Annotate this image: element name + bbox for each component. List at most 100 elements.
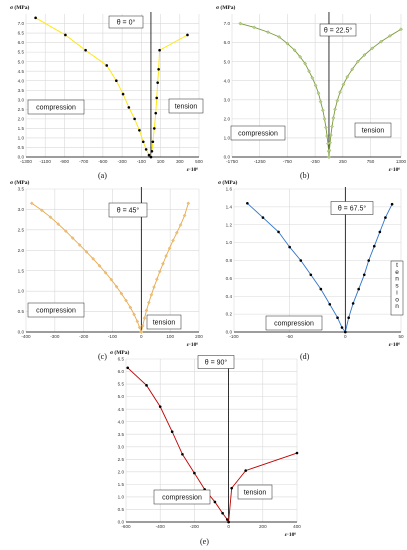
data-point — [34, 16, 37, 20]
data-point — [147, 153, 151, 157]
y-axis-title: σ (MPa) — [10, 179, 29, 186]
y-tick-label: 1.0 — [18, 289, 25, 294]
data-point — [155, 277, 159, 282]
data-point — [310, 76, 315, 80]
chart-svg-e: -600 -400 -200 0 200 400 0.0 0.5 1.0 1.5 2.0 2.5 3.0… — [110, 349, 301, 538]
x-tick-label: -750 — [283, 159, 293, 164]
data-point — [133, 117, 136, 121]
theta-label-box: θ = 45° — [108, 202, 148, 218]
y-tick-label: 2.0 — [18, 248, 25, 253]
y-tick-label: 3.0 — [224, 97, 231, 102]
theta-label-box: θ = 90° — [197, 355, 235, 369]
y-tick-label: 0.0 — [118, 520, 125, 525]
x-tick-label: 400 — [293, 524, 301, 529]
data-point — [325, 134, 329, 138]
x-tick-label: -1100 — [40, 159, 52, 164]
theta-label-box: θ = 22.5° — [319, 23, 357, 37]
data-point — [142, 316, 147, 320]
y-axis-title: σ (MPa) — [216, 4, 235, 11]
compression-label-box-text: compression — [238, 130, 278, 137]
x-tick-label: -250 — [311, 159, 321, 164]
compression-label-box-text: compression — [36, 307, 76, 314]
theta-label-box-frame — [319, 23, 357, 37]
x-tick-label: 200 — [259, 524, 267, 529]
data-point — [174, 230, 179, 235]
tension-letter: e — [395, 269, 399, 276]
caption-e: (e) — [200, 537, 209, 546]
tension-letter: o — [395, 296, 399, 303]
data-point — [150, 149, 154, 153]
tension-label-box: tension — [354, 122, 392, 138]
tension-letter: t — [396, 262, 398, 269]
y-tick-label: 2.0 — [118, 469, 125, 474]
data-point — [114, 284, 119, 289]
theta-label-box: θ = 0° — [108, 15, 144, 29]
x-tick-label: -900 — [60, 159, 70, 164]
data-point — [266, 30, 270, 34]
data-point — [328, 140, 332, 145]
data-point — [238, 21, 243, 26]
data-point — [171, 238, 175, 243]
x-axis-title: ε·10⁶ — [389, 342, 401, 348]
data-point — [167, 246, 172, 251]
y-tick-label: 0.5 — [18, 145, 25, 150]
y-tick-label: 3.5 — [18, 187, 25, 192]
data-point — [105, 64, 109, 67]
y-tick-label: 1.5 — [18, 268, 25, 273]
data-point — [153, 127, 156, 130]
theta-label-box-frame — [108, 15, 144, 29]
data-point — [362, 53, 367, 57]
data-point — [135, 319, 140, 324]
data-point — [303, 61, 307, 66]
series-line — [344, 203, 393, 333]
data-point — [321, 108, 325, 113]
y-tick-label: 1.6 — [226, 187, 233, 192]
chart-panel-e: -600 -400 -200 0 200 400 0.0 0.5 1.0 1.5 2.0 2.5 3.0… — [100, 345, 307, 550]
y-tick-label: 5.0 — [118, 394, 125, 399]
data-point — [109, 277, 114, 282]
theta-label-box-text: θ = 22.5° — [324, 26, 352, 34]
data-point — [56, 222, 61, 226]
data-point — [331, 116, 336, 120]
x-tick-label: 1300 — [396, 159, 407, 164]
y-tick-label: 5.0 — [18, 59, 25, 64]
y-tick-label: 0.5 — [118, 507, 125, 512]
data-point — [355, 59, 360, 64]
y-tick-label: 1.5 — [18, 126, 25, 131]
tension-label-box: tension — [168, 98, 204, 114]
y-tick-label: 4.0 — [18, 78, 25, 83]
y-axis-title: σ (MPa) — [10, 4, 29, 11]
data-point — [225, 518, 229, 521]
data-point — [121, 92, 125, 96]
tension-label-box-frame — [237, 484, 273, 500]
data-point — [115, 79, 118, 83]
data-point — [362, 273, 366, 277]
data-point — [261, 216, 265, 219]
data-point — [140, 324, 145, 328]
x-tick-label: -400 — [156, 524, 166, 529]
data-point — [295, 451, 299, 455]
theta-label-box-frame — [108, 202, 148, 218]
data-point — [146, 300, 151, 305]
data-point — [124, 298, 128, 303]
data-point — [63, 229, 68, 233]
data-point — [161, 261, 165, 266]
x-tick-label: 0 — [344, 334, 347, 339]
y-tick-label: 0.2 — [226, 312, 233, 317]
data-point — [127, 106, 131, 109]
tension-letter: s — [395, 283, 399, 290]
data-point — [227, 520, 230, 524]
x-tick-label: -300 — [50, 334, 60, 339]
data-point — [316, 91, 321, 95]
data-point — [333, 107, 337, 112]
chart-svg-b: -1750 -1250 -750 -250 250 750 1300 0.0 1.0 2.0 3.0… — [216, 4, 407, 173]
data-point — [141, 140, 145, 144]
data-point — [126, 366, 130, 370]
compression-label-box: compression — [153, 489, 211, 505]
y-tick-label: 0.5 — [18, 309, 25, 314]
chart-panel-c: -400 -300 -200 -100 0 100 200 0.0 0.5 1.0 1.5 2.0 2.… — [0, 175, 205, 360]
x-tick-label: -50 — [286, 334, 293, 339]
y-tick-label: 7.0 — [18, 21, 25, 26]
data-point — [388, 34, 392, 38]
data-point — [139, 330, 144, 334]
